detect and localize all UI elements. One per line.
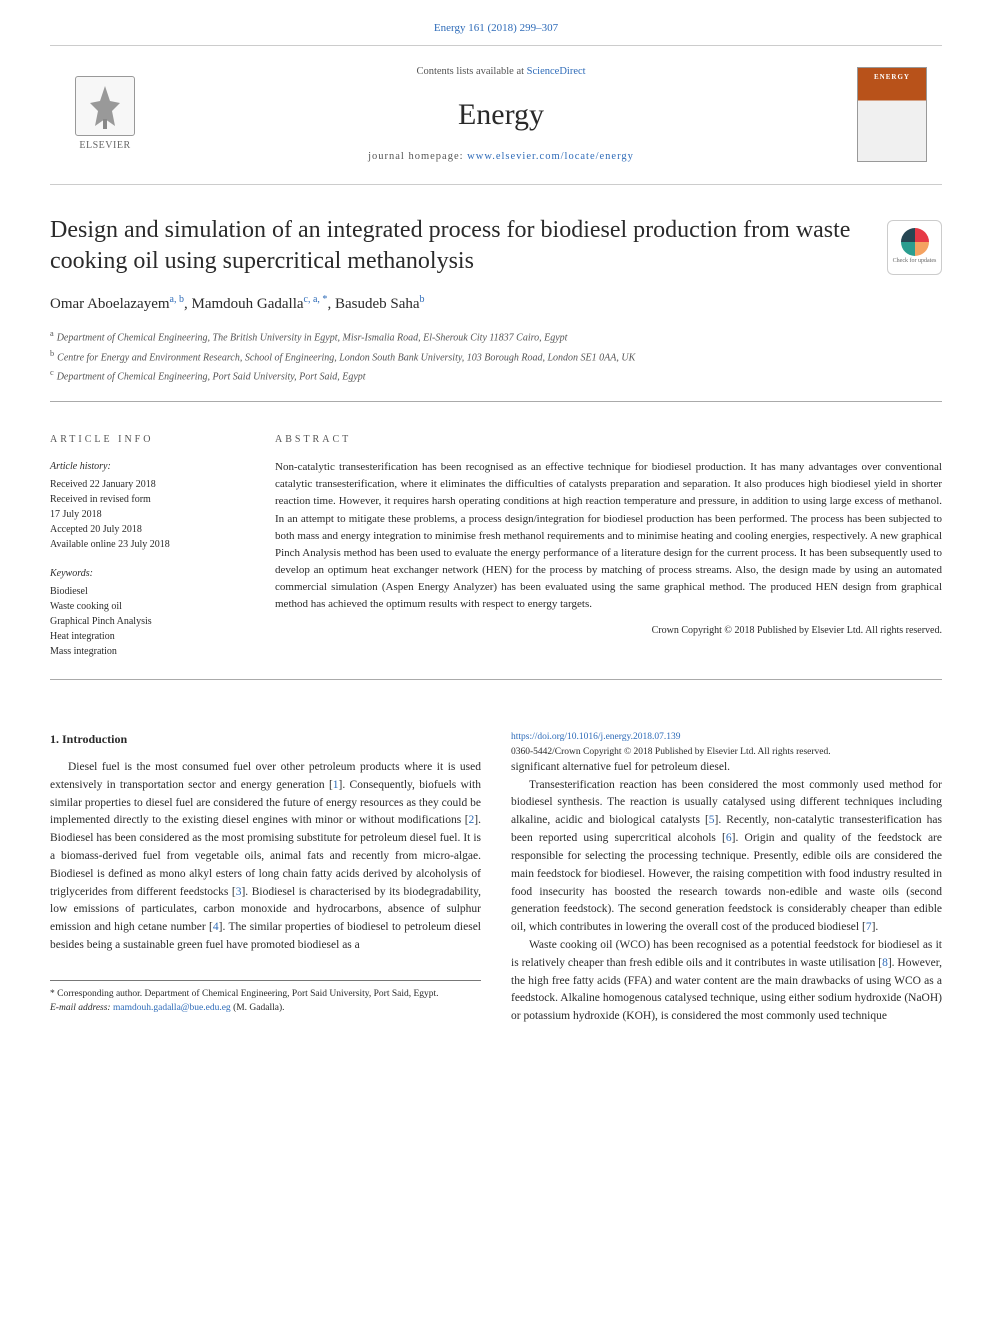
email-value[interactable]: mamdouh.gadalla@bue.edu.eg (113, 1003, 231, 1013)
aff-text: Department of Chemical Engineering, The … (57, 333, 568, 344)
contents-line: Contents lists available at ScienceDirec… (145, 64, 857, 80)
bottom-copyright: 0360-5442/Crown Copyright © 2018 Publish… (511, 745, 942, 759)
abstract-column: ABSTRACT Non-catalytic transesterificati… (275, 432, 942, 659)
corresponding-footer: * Corresponding author. Department of Ch… (50, 980, 481, 1016)
section-title: 1. Introduction (50, 730, 481, 749)
aff-marker: c (50, 368, 54, 377)
aff-marker: a (50, 329, 54, 338)
keyword: Graphical Pinch Analysis (50, 614, 250, 629)
keyword: Biodiesel (50, 584, 250, 599)
aff-text: Centre for Energy and Environment Resear… (57, 352, 635, 363)
homepage-prefix: journal homepage: (368, 151, 467, 162)
authors-line: Omar Aboelazayema, b, Mamdouh Gadallac, … (50, 292, 942, 316)
article-title: Design and simulation of an integrated p… (50, 215, 942, 277)
body-para: Waste cooking oil (WCO) has been recogni… (511, 937, 942, 1026)
abstract-text: Non-catalytic transesterification has be… (275, 459, 942, 612)
author: Mamdouh Gadalla (191, 296, 303, 312)
affiliations: aDepartment of Chemical Engineering, The… (50, 327, 942, 402)
top-citation: Energy 161 (2018) 299–307 (50, 20, 942, 37)
body-columns: 1. Introduction Diesel fuel is the most … (50, 730, 942, 1029)
body-para: Transesterification reaction has been co… (511, 777, 942, 937)
doi-block: https://doi.org/10.1016/j.energy.2018.07… (511, 730, 942, 759)
author: Omar Aboelazayem (50, 296, 170, 312)
keyword: Mass integration (50, 644, 250, 659)
affiliation: cDepartment of Chemical Engineering, Por… (50, 366, 942, 385)
cover-title: ENERGY (862, 72, 922, 83)
journal-name: Energy (145, 92, 857, 137)
elsevier-label: ELSEVIER (79, 138, 130, 153)
history-item: 17 July 2018 (50, 507, 250, 522)
elsevier-logo: ELSEVIER (65, 70, 145, 160)
history-item: Received in revised form (50, 492, 250, 507)
elsevier-tree-icon (75, 76, 135, 136)
title-text: Design and simulation of an integrated p… (50, 217, 850, 274)
author-sup: c, a, * (304, 294, 328, 305)
abstract-copyright: Crown Copyright © 2018 Published by Else… (275, 623, 942, 638)
header-center: Contents lists available at ScienceDirec… (145, 64, 857, 165)
keywords-label: Keywords: (50, 566, 250, 581)
email-label: E-mail address: (50, 1003, 111, 1013)
aff-text: Department of Chemical Engineering, Port… (57, 371, 366, 382)
history-item: Accepted 20 July 2018 (50, 522, 250, 537)
article-info: ARTICLE INFO Article history: Received 2… (50, 432, 250, 659)
corresponding-text: * Corresponding author. Department of Ch… (50, 987, 481, 1001)
body-para: significant alternative fuel for petrole… (511, 759, 942, 777)
sciencedirect-link[interactable]: ScienceDirect (527, 66, 586, 77)
author-sup: b (420, 294, 425, 305)
affiliation: aDepartment of Chemical Engineering, The… (50, 327, 942, 346)
affiliation: bCentre for Energy and Environment Resea… (50, 347, 942, 366)
journal-cover-thumb: ENERGY (857, 67, 927, 162)
body-para: Diesel fuel is the most consumed fuel ov… (50, 759, 481, 955)
homepage-link[interactable]: www.elsevier.com/locate/energy (467, 151, 634, 162)
abstract-heading: ABSTRACT (275, 432, 942, 447)
check-updates-icon (901, 228, 929, 256)
history-item: Available online 23 July 2018 (50, 537, 250, 552)
check-updates-label: Check for updates (893, 258, 937, 266)
articleinfo-heading: ARTICLE INFO (50, 432, 250, 447)
homepage-line: journal homepage: www.elsevier.com/locat… (145, 149, 857, 165)
journal-header-band: ELSEVIER Contents lists available at Sci… (50, 45, 942, 185)
keyword: Waste cooking oil (50, 599, 250, 614)
contents-prefix: Contents lists available at (416, 66, 526, 77)
check-updates-badge[interactable]: Check for updates (887, 220, 942, 275)
keyword: Heat integration (50, 629, 250, 644)
author-sup: a, b (170, 294, 184, 305)
article-header: Design and simulation of an integrated p… (50, 215, 942, 413)
doi-link[interactable]: https://doi.org/10.1016/j.energy.2018.07… (511, 732, 681, 742)
history-item: Received 22 January 2018 (50, 477, 250, 492)
email-suffix: (M. Gadalla). (233, 1003, 284, 1013)
history-label: Article history: (50, 459, 250, 474)
info-abstract-row: ARTICLE INFO Article history: Received 2… (50, 432, 942, 680)
author: Basudeb Saha (335, 296, 420, 312)
aff-marker: b (50, 349, 54, 358)
